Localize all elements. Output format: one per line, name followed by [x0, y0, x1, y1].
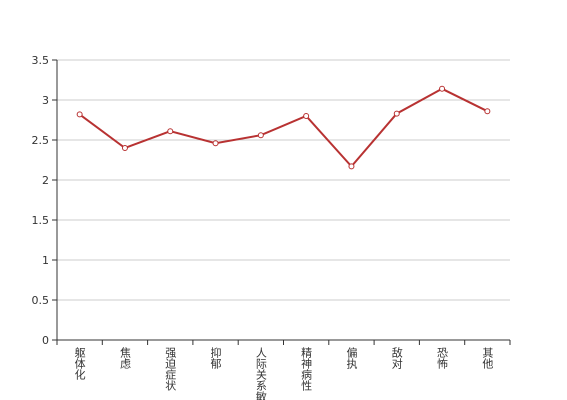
- y-tick-label: 2.5: [32, 134, 50, 147]
- x-tick-label: 强迫症状: [164, 347, 177, 391]
- point: [76, 111, 83, 118]
- point: [303, 113, 310, 119]
- x-tick-label: 躯体化: [73, 347, 86, 381]
- point: [212, 140, 219, 147]
- x-tick-label: 焦虑: [118, 347, 131, 369]
- point: [121, 145, 128, 151]
- y-tick-label: 1: [42, 254, 49, 267]
- line: [79, 87, 488, 168]
- point: [393, 110, 400, 117]
- y-tick-label: 0: [42, 334, 49, 347]
- point: [484, 108, 491, 115]
- point: [257, 132, 264, 139]
- x-tick-label: 偏执: [345, 346, 358, 370]
- point: [167, 128, 174, 135]
- x-tick-label: 恐怖: [436, 347, 449, 369]
- point: [348, 163, 355, 170]
- x-tick-label: 其他: [481, 347, 494, 369]
- y-tick-label: 2: [42, 174, 49, 187]
- y-tick-label: 1.5: [32, 214, 50, 227]
- x-tick-label: 敌对: [390, 346, 403, 369]
- y-tick-label: 3: [42, 94, 49, 107]
- x-tick-label: 精神病性: [300, 347, 313, 392]
- y-tick-label: 3.5: [32, 54, 50, 67]
- point: [439, 85, 446, 92]
- x-tick-label: 人际关系敏感: [254, 347, 267, 400]
- x-tick-label: 抑郁: [209, 346, 222, 369]
- y-tick-label: 0.5: [32, 294, 50, 307]
